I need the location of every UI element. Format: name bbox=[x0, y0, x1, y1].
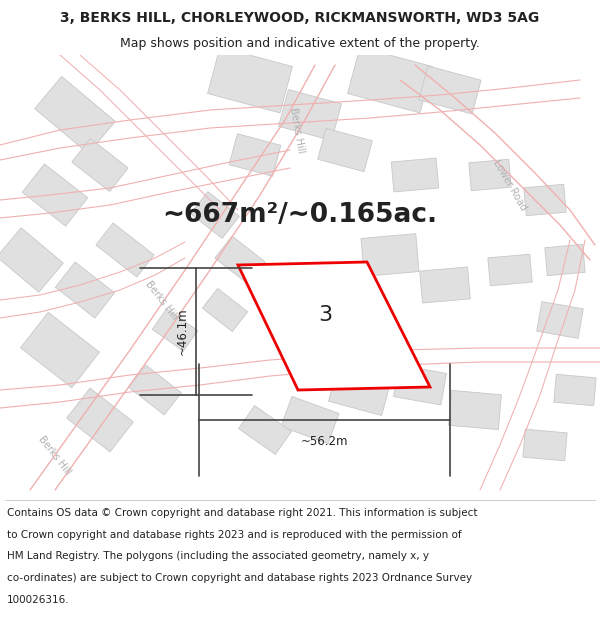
Bar bbox=[202, 289, 248, 331]
Bar bbox=[347, 47, 433, 113]
Text: co-ordinates) are subject to Crown copyright and database rights 2023 Ordnance S: co-ordinates) are subject to Crown copyr… bbox=[7, 573, 472, 583]
Bar bbox=[545, 244, 585, 276]
Text: 3: 3 bbox=[318, 305, 332, 325]
Bar bbox=[469, 159, 511, 191]
Bar bbox=[191, 192, 239, 238]
Text: ~667m²/~0.165ac.: ~667m²/~0.165ac. bbox=[163, 202, 437, 228]
Bar bbox=[488, 254, 532, 286]
Bar bbox=[55, 262, 115, 318]
Text: ~56.2m: ~56.2m bbox=[301, 435, 348, 448]
Bar bbox=[35, 76, 115, 154]
Bar bbox=[281, 396, 339, 444]
Text: Map shows position and indicative extent of the property.: Map shows position and indicative extent… bbox=[120, 38, 480, 51]
Text: Lower Road: Lower Road bbox=[491, 158, 529, 212]
Bar bbox=[361, 234, 419, 276]
Bar bbox=[537, 302, 583, 338]
Bar bbox=[67, 388, 133, 452]
Bar bbox=[72, 138, 128, 192]
Bar bbox=[391, 158, 439, 192]
Text: ~46.1m: ~46.1m bbox=[176, 308, 188, 355]
Polygon shape bbox=[238, 262, 430, 390]
Bar bbox=[419, 267, 470, 303]
Bar bbox=[229, 134, 281, 176]
Text: HM Land Registry. The polygons (including the associated geometry, namely x, y: HM Land Registry. The polygons (includin… bbox=[7, 551, 429, 561]
Bar bbox=[449, 391, 502, 429]
Bar bbox=[208, 47, 292, 113]
Text: 3, BERKS HILL, CHORLEYWOOD, RICKMANSWORTH, WD3 5AG: 3, BERKS HILL, CHORLEYWOOD, RICKMANSWORT… bbox=[61, 11, 539, 25]
Bar bbox=[317, 128, 373, 172]
Text: to Crown copyright and database rights 2023 and is reproduced with the permissio: to Crown copyright and database rights 2… bbox=[7, 530, 462, 540]
Bar bbox=[554, 374, 596, 406]
Bar bbox=[523, 429, 567, 461]
Text: 100026316.: 100026316. bbox=[7, 595, 70, 605]
Bar bbox=[0, 228, 63, 292]
Bar bbox=[394, 365, 446, 405]
Bar bbox=[152, 309, 198, 351]
Bar bbox=[215, 236, 265, 284]
Bar bbox=[239, 406, 292, 454]
Bar bbox=[22, 164, 88, 226]
Bar bbox=[128, 365, 181, 415]
Bar bbox=[524, 184, 566, 216]
Bar bbox=[20, 312, 100, 388]
Text: Contains OS data © Crown copyright and database right 2021. This information is : Contains OS data © Crown copyright and d… bbox=[7, 508, 478, 518]
Bar bbox=[96, 223, 154, 277]
Text: Berks Hill: Berks Hill bbox=[288, 106, 306, 154]
Text: Berks Hill: Berks Hill bbox=[144, 279, 180, 321]
Bar bbox=[278, 89, 341, 141]
Bar bbox=[419, 66, 481, 114]
Text: Berks Hill: Berks Hill bbox=[37, 434, 73, 476]
Bar bbox=[329, 364, 391, 416]
